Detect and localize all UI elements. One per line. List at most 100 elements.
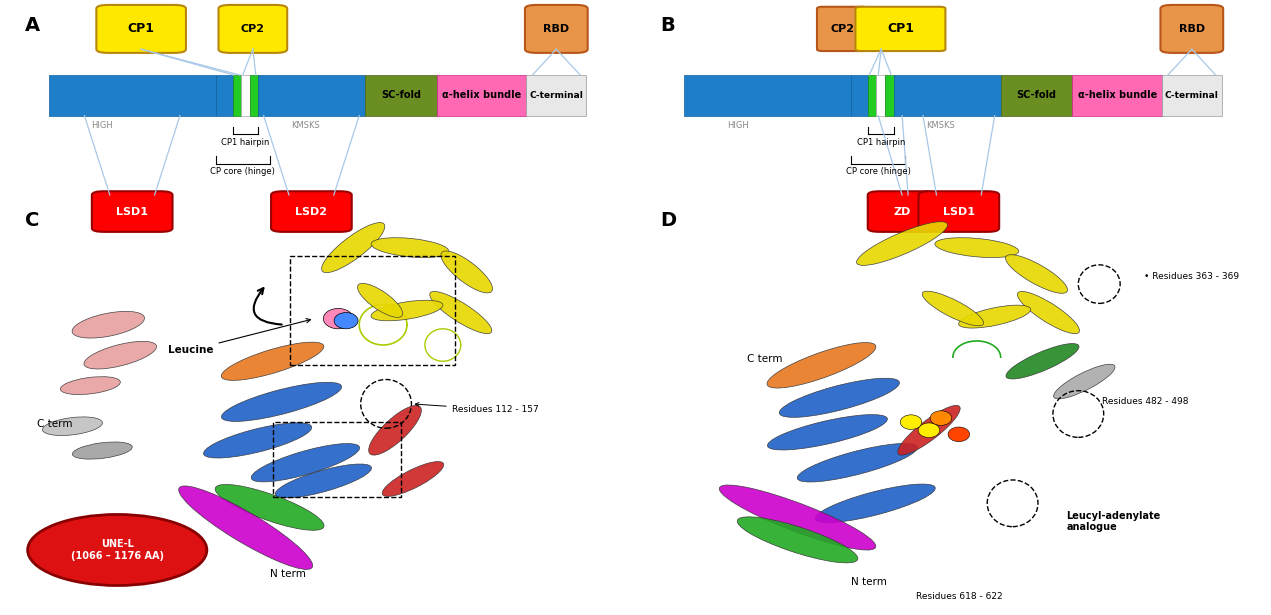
Text: LSD1: LSD1 (116, 207, 149, 216)
FancyBboxPatch shape (365, 75, 437, 116)
FancyBboxPatch shape (219, 5, 287, 53)
Ellipse shape (1005, 344, 1079, 379)
FancyBboxPatch shape (216, 75, 233, 116)
Ellipse shape (357, 284, 403, 317)
Text: N term: N term (852, 577, 887, 587)
Ellipse shape (215, 485, 324, 530)
FancyBboxPatch shape (233, 75, 241, 116)
Text: RBD: RBD (1178, 24, 1205, 34)
Text: • Residues 363 - 369: • Residues 363 - 369 (1144, 271, 1239, 280)
Text: HIGH: HIGH (92, 121, 113, 130)
FancyBboxPatch shape (1162, 75, 1221, 116)
FancyBboxPatch shape (48, 75, 216, 116)
Text: Leucyl-adenylate
analogue: Leucyl-adenylate analogue (1066, 511, 1160, 533)
FancyBboxPatch shape (250, 75, 258, 116)
FancyBboxPatch shape (1073, 75, 1162, 116)
Text: C term: C term (37, 419, 72, 429)
Ellipse shape (779, 378, 900, 418)
Circle shape (323, 309, 353, 329)
Ellipse shape (1017, 292, 1079, 333)
FancyBboxPatch shape (894, 75, 1000, 116)
FancyBboxPatch shape (526, 75, 586, 116)
FancyBboxPatch shape (437, 75, 526, 116)
Ellipse shape (84, 341, 156, 369)
Text: KMSKS: KMSKS (927, 121, 956, 130)
Text: C term: C term (747, 354, 782, 364)
Text: KMSKS: KMSKS (291, 121, 320, 130)
Text: LSD2: LSD2 (295, 207, 328, 216)
Text: Leucine: Leucine (168, 319, 310, 355)
Text: CP core (hinge): CP core (hinge) (210, 167, 275, 177)
Ellipse shape (797, 443, 918, 482)
Ellipse shape (252, 443, 360, 482)
Circle shape (930, 411, 952, 426)
FancyBboxPatch shape (1000, 75, 1073, 116)
FancyBboxPatch shape (525, 5, 587, 53)
FancyBboxPatch shape (919, 191, 999, 232)
Ellipse shape (737, 517, 858, 563)
Ellipse shape (383, 461, 444, 496)
FancyBboxPatch shape (92, 191, 173, 232)
Ellipse shape (430, 292, 492, 333)
Text: B: B (660, 16, 675, 35)
Circle shape (948, 427, 970, 442)
Text: ZD: ZD (894, 207, 911, 216)
Ellipse shape (28, 515, 207, 585)
FancyBboxPatch shape (241, 75, 250, 116)
Circle shape (918, 423, 939, 437)
Ellipse shape (768, 415, 887, 450)
Text: CP1 hairpin: CP1 hairpin (221, 138, 269, 147)
FancyBboxPatch shape (97, 5, 186, 53)
FancyBboxPatch shape (868, 191, 937, 232)
FancyBboxPatch shape (258, 75, 365, 116)
Ellipse shape (276, 464, 371, 498)
Text: Residues 618 - 622: Residues 618 - 622 (915, 592, 1002, 601)
Text: LSD1: LSD1 (943, 207, 975, 216)
Circle shape (900, 415, 921, 429)
Ellipse shape (322, 223, 385, 272)
FancyBboxPatch shape (886, 75, 894, 116)
FancyBboxPatch shape (868, 75, 877, 116)
Ellipse shape (369, 405, 422, 455)
FancyBboxPatch shape (1160, 5, 1223, 53)
Text: SC-fold: SC-fold (1017, 90, 1056, 100)
Ellipse shape (371, 238, 449, 258)
Text: SC-fold: SC-fold (381, 90, 421, 100)
Ellipse shape (72, 442, 132, 459)
Text: CP core (hinge): CP core (hinge) (845, 167, 910, 177)
Ellipse shape (766, 343, 876, 388)
Ellipse shape (61, 376, 121, 395)
Ellipse shape (371, 300, 444, 321)
Text: CP2: CP2 (240, 24, 264, 34)
Text: C: C (24, 211, 39, 230)
Ellipse shape (42, 417, 103, 435)
Text: CP1 hairpin: CP1 hairpin (857, 138, 905, 147)
Ellipse shape (221, 383, 342, 421)
FancyBboxPatch shape (271, 191, 352, 232)
Text: UNE-L
(1066 – 1176 AA): UNE-L (1066 – 1176 AA) (71, 539, 164, 561)
FancyBboxPatch shape (817, 7, 867, 51)
Ellipse shape (1005, 255, 1068, 293)
Ellipse shape (815, 484, 935, 523)
Text: CP2: CP2 (830, 24, 854, 34)
Text: Residues 482 - 498: Residues 482 - 498 (1102, 397, 1188, 407)
Circle shape (334, 312, 358, 329)
Text: A: A (24, 16, 39, 35)
Ellipse shape (935, 237, 1018, 258)
Ellipse shape (897, 405, 960, 455)
FancyBboxPatch shape (877, 75, 886, 116)
FancyBboxPatch shape (852, 75, 868, 116)
Ellipse shape (923, 291, 984, 326)
Text: α-helix bundle: α-helix bundle (442, 90, 521, 100)
Ellipse shape (203, 423, 311, 458)
Ellipse shape (1054, 364, 1115, 399)
FancyBboxPatch shape (855, 7, 946, 51)
Ellipse shape (72, 311, 145, 338)
Text: C-terminal: C-terminal (530, 91, 583, 100)
Text: C-terminal: C-terminal (1166, 91, 1219, 100)
Text: α-helix bundle: α-helix bundle (1078, 90, 1157, 100)
Text: RBD: RBD (543, 24, 569, 34)
Ellipse shape (719, 485, 876, 550)
Text: HIGH: HIGH (727, 121, 749, 130)
Ellipse shape (221, 342, 324, 380)
